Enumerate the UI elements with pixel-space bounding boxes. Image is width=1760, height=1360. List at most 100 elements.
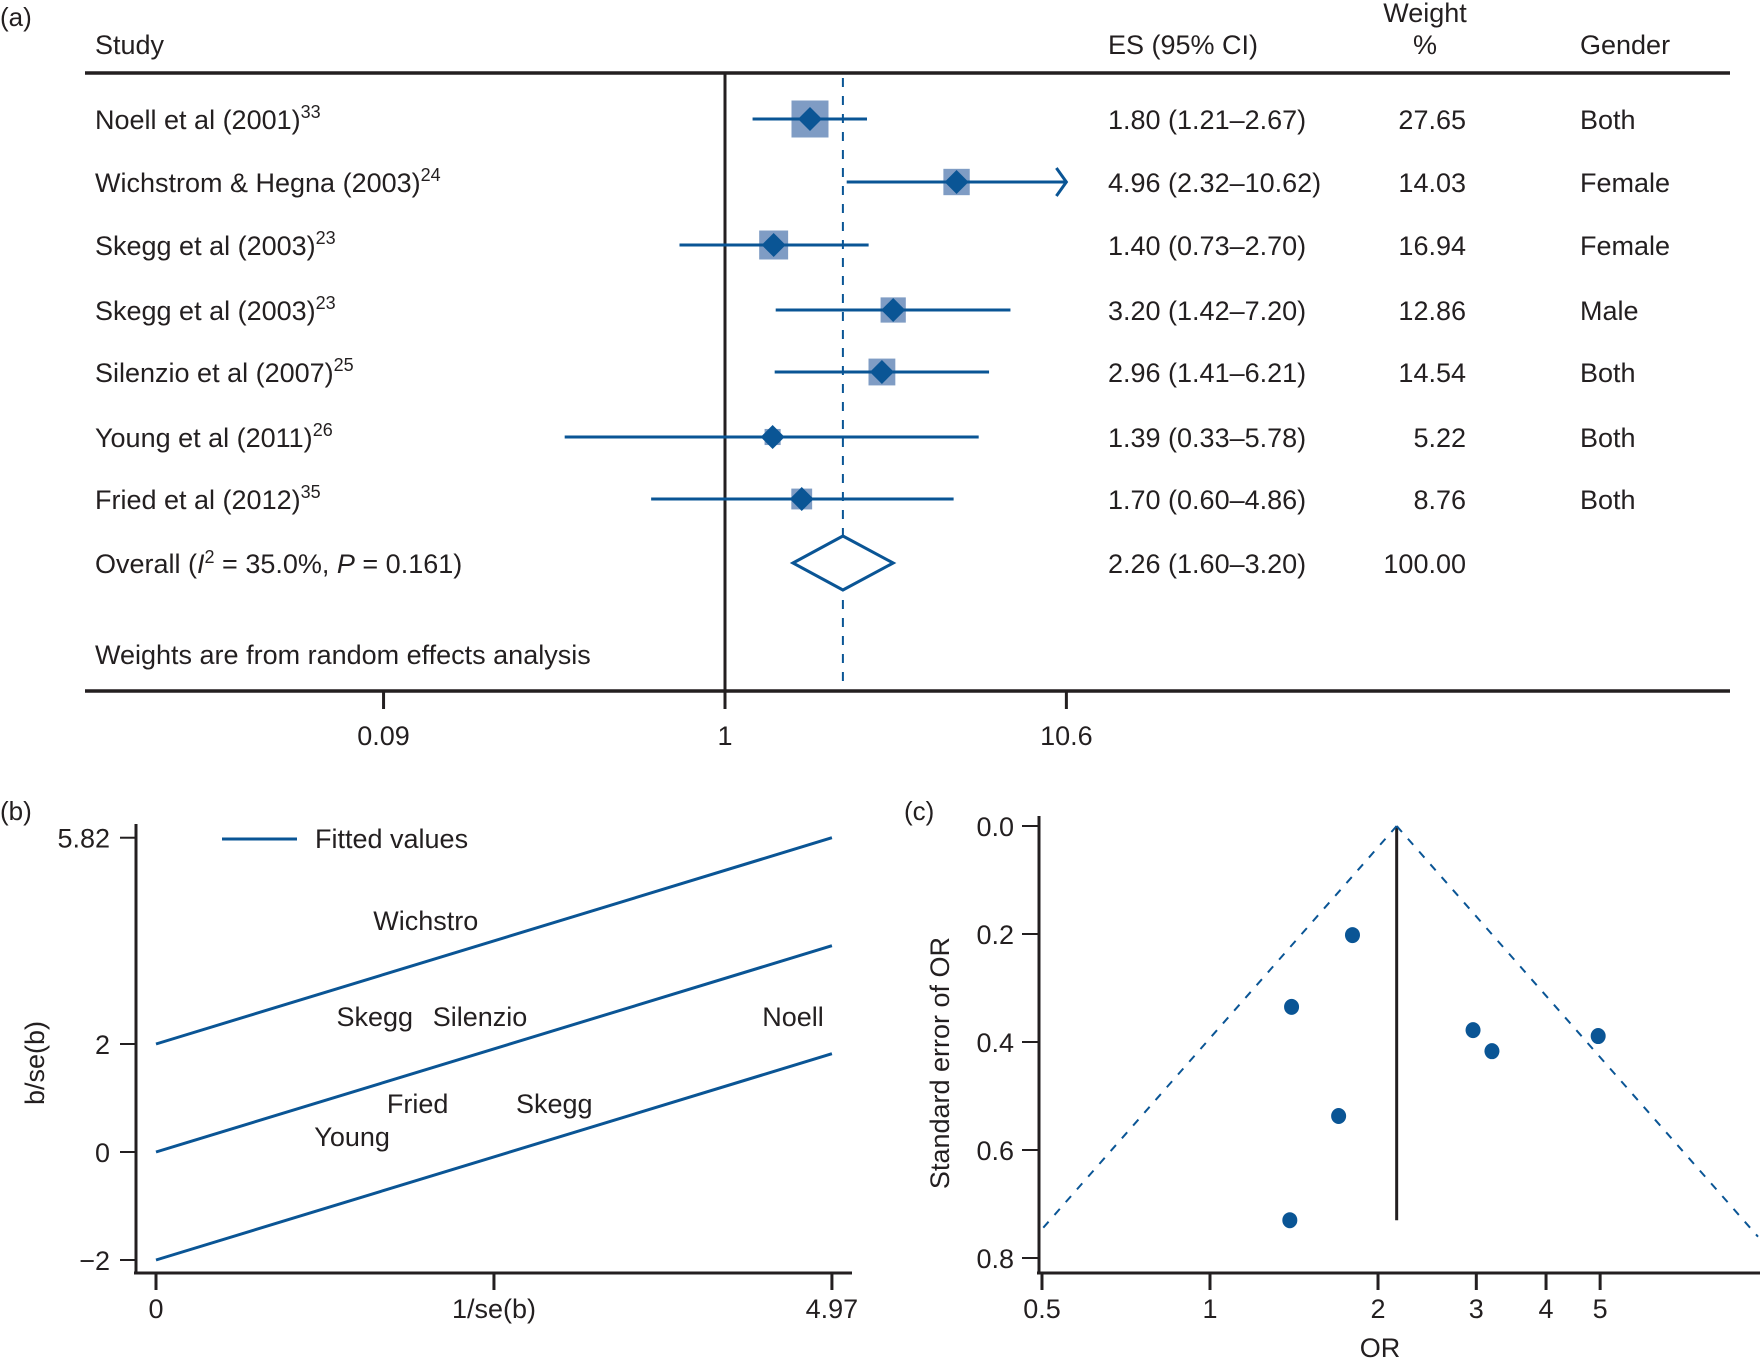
point-estimate-marker xyxy=(789,487,814,511)
c-x-tick-label: 0.5 xyxy=(1023,1294,1061,1324)
funnel-limit-left xyxy=(1041,825,1398,1230)
overall-label-prefix: Overall ( xyxy=(95,549,197,579)
study-name: Wichstrom & Hegna (2003)24 xyxy=(95,165,441,198)
study-name: Skegg et al (2003)23 xyxy=(95,293,336,326)
c-y-tick-label: 0.6 xyxy=(976,1136,1014,1166)
study-weight-text: 5.22 xyxy=(1413,423,1466,453)
c-x-tick-label: 4 xyxy=(1539,1294,1554,1324)
study-point-label: Silenzio xyxy=(433,1002,528,1032)
study-weight-text: 8.76 xyxy=(1413,485,1466,515)
b-x-axis-title: 1/se(b) xyxy=(452,1294,536,1324)
point-estimate-marker xyxy=(761,233,786,257)
b-x-tick-label: 4.97 xyxy=(806,1294,859,1324)
study-gender-text: Both xyxy=(1580,358,1636,388)
column-header-weight-percent: % xyxy=(1413,30,1437,60)
c-y-tick-label: 0.0 xyxy=(976,812,1014,842)
c-x-axis-title: OR xyxy=(1360,1333,1401,1360)
b-y-tick-label: 0 xyxy=(95,1138,110,1168)
study-gender-text: Both xyxy=(1580,423,1636,453)
overall-es-text: 2.26 (1.60–3.20) xyxy=(1108,549,1306,579)
study-name-text: Wichstrom & Hegna (2003) xyxy=(95,168,421,198)
study-name: Young et al (2011)26 xyxy=(95,420,333,453)
study-reference: 33 xyxy=(301,102,321,122)
c-x-tick-label: 5 xyxy=(1593,1294,1608,1324)
b-fitted-lines xyxy=(155,836,833,1262)
funnel-plot-panel: (c) Standard error of OR OR 0.0 0.2 0.4 0.6… xyxy=(904,796,1760,1360)
b-ticks: −2 0 2 5.82 0 4.97 xyxy=(57,824,858,1324)
c-y-tick-label: 0.4 xyxy=(976,1028,1014,1058)
fitted-line xyxy=(155,1052,833,1262)
study-point xyxy=(1344,927,1360,944)
study-weight-text: 16.94 xyxy=(1398,231,1466,261)
x-tick-label: 10.6 xyxy=(1040,721,1093,751)
study-name-text: Noell et al (2001) xyxy=(95,105,301,135)
c-x-tick-label: 3 xyxy=(1469,1294,1484,1324)
galbraith-plot-panel: (b) b/se(b) 1/se(b) Fitted values −2 0 2 5.… xyxy=(0,796,858,1324)
overall-diamond xyxy=(789,534,897,592)
study-reference: 25 xyxy=(334,355,354,375)
column-header-weight: Weight xyxy=(1383,0,1467,28)
study-es-text: 1.80 (1.21–2.67) xyxy=(1108,105,1306,135)
b-y-tick-label: −2 xyxy=(79,1246,110,1276)
overall-row: Overall (I2 = 35.0%, P = 0.161) 2.26 (1.… xyxy=(95,547,1466,579)
study-es-text: 2.96 (1.41–6.21) xyxy=(1108,358,1306,388)
study-es-text: 3.20 (1.42–7.20) xyxy=(1108,296,1306,326)
b-y-tick-label: 2 xyxy=(95,1030,110,1060)
study-reference: 35 xyxy=(301,482,321,502)
x-tick-label: 0.09 xyxy=(357,721,410,751)
i-squared-superscript: 2 xyxy=(205,547,215,567)
column-header-gender: Gender xyxy=(1580,30,1670,60)
point-estimate-marker xyxy=(797,107,822,131)
funnel-limit-right xyxy=(1395,825,1759,1238)
p-value: = 0.161) xyxy=(355,549,462,579)
study-name-text: Fried et al (2012) xyxy=(95,485,301,515)
study-es-text: 4.96 (2.32–10.62) xyxy=(1108,168,1321,198)
column-header-es: ES (95% CI) xyxy=(1108,30,1258,60)
overall-label: Overall (I2 = 35.0%, P = 0.161) xyxy=(95,547,462,579)
study-weight-text: 27.65 xyxy=(1398,105,1466,135)
study-point xyxy=(1590,1028,1606,1045)
x-tick-label: 1 xyxy=(717,721,732,751)
study-name-text: Skegg et al (2003) xyxy=(95,296,316,326)
study-reference: 24 xyxy=(421,165,441,185)
study-point-label: Fried xyxy=(387,1089,449,1119)
study-name: Silenzio et al (2007)25 xyxy=(95,355,354,388)
ci-arrow-icon xyxy=(1055,167,1069,197)
c-y-axis-title: Standard error of OR xyxy=(925,937,955,1189)
study-point xyxy=(1465,1022,1481,1039)
study-point-label: Skegg xyxy=(336,1002,413,1032)
study-point xyxy=(1331,1107,1347,1124)
forest-plot-panel: (a) Study ES (95% CI) Weight % Gender No… xyxy=(0,0,1730,751)
c-y-tick-label: 0.2 xyxy=(976,920,1014,950)
study-reference: 23 xyxy=(316,228,336,248)
column-header-study: Study xyxy=(95,30,165,60)
study-gender-text: Female xyxy=(1580,231,1670,261)
forest-rows: Noell et al (2001)33 1.80 (1.21–2.67) 27.6… xyxy=(95,102,1670,515)
c-y-tick-label: 0.8 xyxy=(976,1244,1014,1274)
study-point xyxy=(1484,1043,1500,1060)
b-point-labels: Wichstro Skegg Silenzio Noell Fried Skegg Youn… xyxy=(314,906,823,1152)
c-x-tick-label: 1 xyxy=(1202,1294,1217,1324)
study-name-text: Young et al (2011) xyxy=(95,423,313,453)
study-name-text: Silenzio et al (2007) xyxy=(95,358,334,388)
i-squared-value: = 35.0%, xyxy=(215,549,337,579)
study-name-text: Skegg et al (2003) xyxy=(95,231,316,261)
c-x-tick-label: 2 xyxy=(1371,1294,1386,1324)
study-point-label: Noell xyxy=(762,1002,824,1032)
p-symbol: P xyxy=(337,549,355,579)
panel-label-c: (c) xyxy=(904,796,934,826)
footnote: Weights are from random effects analysis xyxy=(95,640,591,670)
panel-label-a: (a) xyxy=(0,2,32,32)
panel-label-b: (b) xyxy=(0,796,32,826)
study-name: Noell et al (2001)33 xyxy=(95,102,321,135)
study-point-label: Wichstro xyxy=(373,906,478,936)
study-reference: 23 xyxy=(316,293,336,313)
study-es-text: 1.70 (0.60–4.86) xyxy=(1108,485,1306,515)
study-gender-text: Male xyxy=(1580,296,1639,326)
overall-weight-text: 100.00 xyxy=(1383,549,1466,579)
c-ticks: 0.0 0.2 0.4 0.6 0.8 0.5 1 2 3 4 5 xyxy=(976,812,1607,1324)
study-point-label: Skegg xyxy=(516,1089,593,1119)
study-name: Fried et al (2012)35 xyxy=(95,482,321,515)
study-es-text: 1.39 (0.33–5.78) xyxy=(1108,423,1306,453)
b-x-tick-label: 0 xyxy=(148,1294,163,1324)
